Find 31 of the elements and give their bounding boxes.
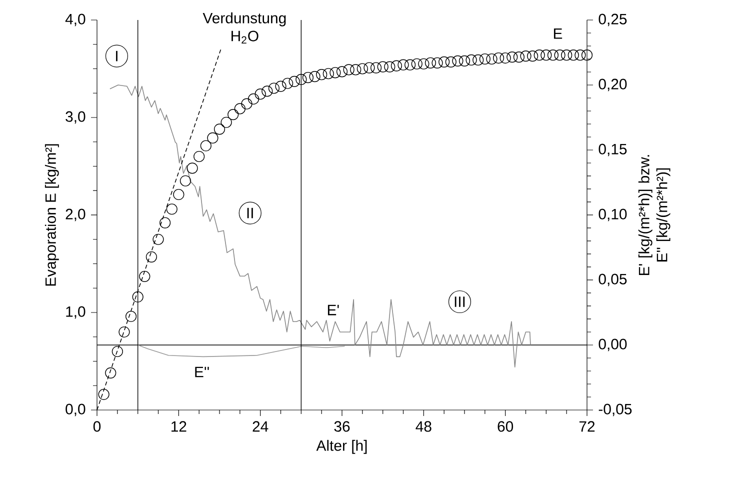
series-label: Verdunstung H$_{2}$O bbox=[202, 12, 286, 44]
series-label: E bbox=[554, 28, 562, 39]
line-series bbox=[137, 344, 346, 358]
y2-tick-label: 0,20 bbox=[598, 78, 627, 92]
x-tick-label: 60 bbox=[498, 421, 514, 432]
x-tick-label: 12 bbox=[172, 421, 186, 432]
annotation: II bbox=[247, 208, 253, 218]
x-tick-label: 0 bbox=[93, 421, 101, 432]
annotation: I bbox=[116, 50, 118, 62]
y2-tick-label: 0,15 bbox=[598, 144, 627, 156]
y2-tick-label: 0,10 bbox=[598, 208, 627, 222]
y2-tick-label: 0,25 bbox=[598, 14, 627, 26]
x-tick-label: 48 bbox=[416, 421, 432, 432]
y2-axis-title: E' [kg/(m²*h)] bzw. E'' [kg/(m²*h²)] bbox=[638, 155, 670, 275]
x-tick-label: 72 bbox=[579, 421, 595, 432]
series-label: E'' bbox=[195, 366, 209, 378]
series-label: E' bbox=[328, 304, 339, 316]
y-tick-label: 1,0 bbox=[66, 306, 86, 319]
line-series bbox=[110, 84, 531, 368]
y-tick-label: 4,0 bbox=[65, 14, 86, 26]
y2-tick-label: -0,05 bbox=[598, 404, 632, 416]
x-tick-label: 24 bbox=[252, 421, 268, 432]
x-tick-label: 36 bbox=[334, 421, 350, 432]
y2-tick-label: 0,00 bbox=[598, 338, 627, 352]
y-axis-title: Evaporation E [kg/m²] bbox=[44, 144, 59, 286]
y-tick-label: 2,0 bbox=[66, 208, 86, 222]
y-tick-label: 0,0 bbox=[66, 404, 86, 416]
x-axis-title: Alter [h] bbox=[316, 440, 367, 454]
annotation: III bbox=[454, 296, 465, 307]
y-tick-label: 3,0 bbox=[66, 111, 86, 124]
y2-tick-label: 0,05 bbox=[598, 274, 627, 286]
